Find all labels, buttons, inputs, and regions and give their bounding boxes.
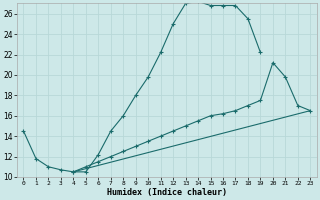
X-axis label: Humidex (Indice chaleur): Humidex (Indice chaleur) — [107, 188, 227, 197]
